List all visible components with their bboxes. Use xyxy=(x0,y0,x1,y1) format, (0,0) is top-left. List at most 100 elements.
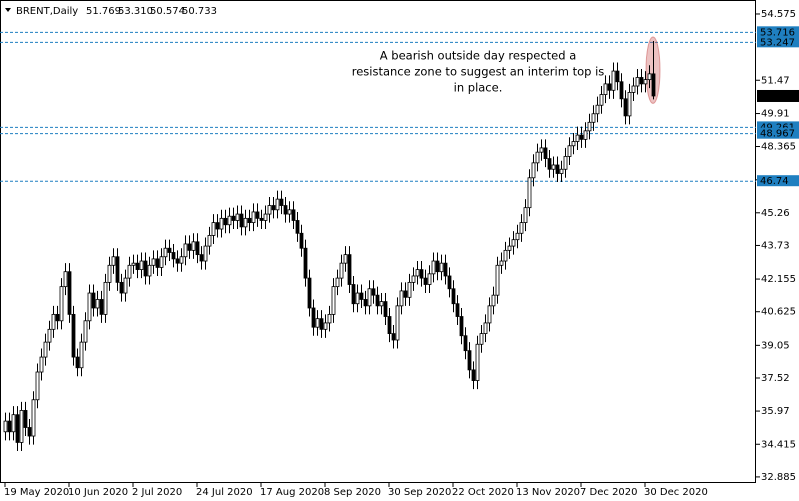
candle-body xyxy=(343,254,348,264)
candle-body xyxy=(323,322,328,330)
x-tick-label: 8 Sep 2020 xyxy=(324,487,381,498)
candle-body xyxy=(471,369,476,381)
candle-body xyxy=(391,333,396,341)
candle-body xyxy=(71,313,76,358)
candle-body xyxy=(99,299,104,315)
candle-body xyxy=(363,299,368,307)
candle-body xyxy=(147,264,152,277)
candle-body xyxy=(487,305,492,324)
candle-body xyxy=(519,222,524,234)
candle-body xyxy=(387,316,392,334)
candle-body xyxy=(427,273,432,285)
x-tick-label: 13 Nov 2020 xyxy=(516,487,580,498)
x-tick-label: 2 Jul 2020 xyxy=(132,487,182,498)
y-tick-label: 39.05 xyxy=(761,340,790,351)
candle-body xyxy=(135,262,140,270)
candle-body xyxy=(87,292,92,322)
candle-body xyxy=(499,260,504,266)
candle-body xyxy=(451,288,456,305)
candle-body xyxy=(163,247,168,258)
candle-body xyxy=(67,271,72,315)
candle-body xyxy=(247,217,252,224)
candle-body xyxy=(11,414,16,433)
candle-body xyxy=(19,410,24,443)
candle-body xyxy=(159,256,164,268)
level-label: 46.74 xyxy=(760,176,789,187)
candle-body xyxy=(251,211,256,224)
candle-body xyxy=(399,290,404,307)
candle-body xyxy=(47,328,52,343)
candle-body xyxy=(523,207,528,224)
candle-body xyxy=(75,356,80,369)
candle-body xyxy=(275,198,280,211)
candle-body xyxy=(403,290,408,298)
annotation: resistance zone to suggest an interim to… xyxy=(352,65,605,79)
candle-body xyxy=(423,277,428,285)
candle-body xyxy=(167,247,172,253)
candle-body xyxy=(375,294,380,307)
candle-body xyxy=(415,269,420,277)
candle-body xyxy=(283,205,288,215)
plot-frame xyxy=(0,0,756,483)
candle-body xyxy=(647,73,652,81)
candle-body xyxy=(603,83,608,95)
candle-body xyxy=(271,205,276,211)
candle-body xyxy=(559,168,564,174)
candle-body xyxy=(515,232,520,241)
candle-body xyxy=(111,256,116,266)
ohlc-close: 50.733 xyxy=(182,6,217,17)
y-tick-label: 32.885 xyxy=(761,472,796,483)
candle-body xyxy=(179,256,184,264)
candle-body xyxy=(583,130,588,140)
candle-body xyxy=(351,284,356,305)
candle-body xyxy=(447,275,452,290)
candle-body xyxy=(651,73,656,97)
candle-body xyxy=(299,232,304,249)
candle-body xyxy=(155,258,160,268)
candle-body xyxy=(219,217,224,230)
candle-body xyxy=(43,341,48,358)
y-tick-label: 45.26 xyxy=(761,208,790,219)
ohlc-open: 51.769 xyxy=(86,6,121,17)
y-tick-label: 51.47 xyxy=(761,75,790,86)
candle-body xyxy=(395,305,400,341)
y-tick-label: 49.91 xyxy=(761,109,790,120)
candle-body xyxy=(463,335,468,352)
y-tick-label: 48.365 xyxy=(761,142,796,153)
candle-body xyxy=(211,222,216,236)
candle-body xyxy=(507,245,512,251)
candle-body xyxy=(543,147,548,159)
candle-body xyxy=(327,313,332,324)
candle-body xyxy=(407,281,412,298)
candle-body xyxy=(203,245,208,262)
annotation: A bearish outside day respected a xyxy=(380,49,577,63)
candle-body xyxy=(131,262,136,266)
y-tick-label: 42.155 xyxy=(761,274,796,285)
candle-body xyxy=(599,94,604,106)
x-tick-label: 17 Aug 2020 xyxy=(260,487,324,498)
ohlc-high: 53.310 xyxy=(118,6,153,17)
candle-body xyxy=(591,113,596,123)
candle-body xyxy=(311,307,316,328)
level-label-box xyxy=(757,127,799,139)
candle-body xyxy=(7,420,12,433)
menu-arrow[interactable] xyxy=(5,8,11,12)
candle-body xyxy=(143,260,148,277)
price-label: 50.733 xyxy=(760,91,795,102)
candle-body xyxy=(95,299,100,309)
y-tick-label: 54.575 xyxy=(761,9,796,20)
candle-body xyxy=(503,249,508,262)
candle-body xyxy=(139,260,144,270)
ohlc-low: 50.574 xyxy=(150,6,185,17)
x-tick-label: 10 Jun 2020 xyxy=(68,487,128,498)
candle-body xyxy=(459,316,464,337)
candle-body xyxy=(359,292,364,300)
candle-body xyxy=(259,217,264,221)
candle-body xyxy=(331,286,336,315)
level-label-box xyxy=(757,121,799,133)
candle-body xyxy=(235,213,240,221)
level-label: 53.247 xyxy=(760,37,795,48)
candle-body xyxy=(127,264,132,279)
candle-body xyxy=(79,341,84,369)
